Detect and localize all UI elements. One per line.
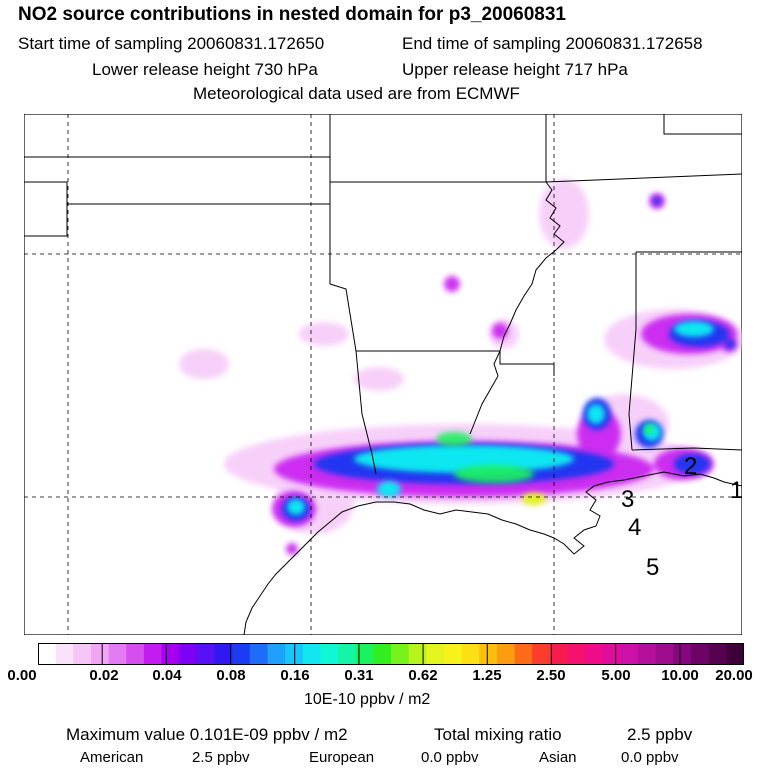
- colorbar-swatch: [673, 643, 692, 665]
- colorbar-tick: 5.00: [601, 667, 631, 684]
- map-label-3: 3: [621, 486, 634, 513]
- colorbar-swatch: [655, 643, 674, 665]
- start-time-label: Start time of sampling 20060831.172650: [18, 34, 325, 53]
- american-label: American: [80, 749, 144, 766]
- colorbar-tick: 2.50: [536, 667, 566, 684]
- asian-label: Asian: [539, 749, 577, 766]
- map-label-4: 4: [628, 514, 641, 541]
- colorbar-swatch: [373, 643, 392, 665]
- coastline: [243, 471, 742, 635]
- colorbar-swatch: [585, 643, 604, 665]
- colorbar-swatch: [602, 643, 621, 665]
- colorbar-swatch: [90, 643, 110, 665]
- colorbar-swatch: [708, 643, 727, 665]
- colorbar-swatch: [143, 643, 163, 665]
- colorbar-tick: 0.62: [408, 667, 438, 684]
- colorbar-swatch: [532, 643, 551, 665]
- colorbar-tick: 0.31: [344, 667, 374, 684]
- colorbar-swatch: [496, 643, 516, 665]
- colorbar-swatch: [249, 643, 268, 665]
- colorbar-swatch: [638, 643, 657, 665]
- american-value: 2.5 ppbv: [192, 749, 250, 766]
- colorbar-swatch: [38, 643, 57, 665]
- european-value: 0.0 ppbv: [421, 749, 479, 766]
- total-mixing-ratio-value: 2.5 ppbv: [627, 725, 693, 744]
- colorbar-tick: 0.16: [280, 667, 310, 684]
- map-label-1: 1: [730, 477, 742, 504]
- colorbar-tick: 1.25: [472, 667, 502, 684]
- colorbar-swatch: [391, 643, 410, 665]
- colorbar-swatch: [479, 643, 498, 665]
- colorbar-swatch: [726, 643, 744, 665]
- colorbar-unit-label: 10E-10 ppbv / m2: [304, 691, 431, 708]
- colorbar-swatch: [73, 643, 92, 665]
- colorbar-tick: 0.02: [89, 667, 119, 684]
- upper-release-height-label: Upper release height 717 hPa: [402, 60, 628, 79]
- colorbar-swatch: [108, 643, 127, 665]
- colorbar-swatch: [549, 643, 568, 665]
- colorbar-swatch: [443, 643, 463, 665]
- map-label-2: 2: [684, 453, 697, 480]
- colorbar-swatch: [302, 643, 321, 665]
- colorbar-swatch: [196, 643, 215, 665]
- state-boundaries: [24, 114, 742, 475]
- colorbar-tick: 20.00: [715, 667, 753, 684]
- end-time-label: End time of sampling 20060831.172658: [402, 34, 703, 53]
- colorbar-swatch: [55, 643, 74, 665]
- colorbar-swatch: [426, 643, 445, 665]
- colorbar-swatch: [285, 643, 304, 665]
- colorbar-tick: 0.04: [152, 667, 182, 684]
- colorbar-swatch: [214, 643, 233, 665]
- colorbar-border: [38, 643, 744, 665]
- colorbar-swatch: [320, 643, 339, 665]
- colorbar-swatch: [408, 643, 427, 665]
- european-label: European: [309, 749, 375, 766]
- colorbar-swatch: [267, 643, 286, 665]
- colorbar: [38, 643, 744, 665]
- colorbar-swatch: [232, 643, 251, 665]
- source-contribution-map: 1 2 3 4 5: [24, 114, 742, 635]
- colorbar-swatch: [338, 643, 357, 665]
- colorbar-swatch: [514, 643, 533, 665]
- colorbar-tick: 0.00: [7, 667, 37, 684]
- colorbar-tick: 0.08: [216, 667, 246, 684]
- plot-title: NO2 source contributions in nested domai…: [18, 4, 566, 25]
- asian-value: 0.0 ppbv: [621, 749, 679, 766]
- concentration-field: [179, 179, 742, 555]
- map-label-5: 5: [646, 554, 659, 581]
- colorbar-swatch: [620, 643, 639, 665]
- maximum-value-label: Maximum value 0.101E-09 ppbv / m2: [66, 725, 348, 744]
- grid-lines: [24, 114, 742, 635]
- colorbar-swatch: [567, 643, 586, 665]
- colorbar-swatch: [355, 643, 374, 665]
- colorbar-swatch: [691, 643, 710, 665]
- colorbar-swatch: [126, 643, 145, 665]
- meteorological-data-label: Meteorological data used are from ECMWF: [193, 84, 520, 103]
- colorbar-swatch: [161, 643, 180, 665]
- colorbar-tick: 10.00: [661, 667, 699, 684]
- total-mixing-ratio-label: Total mixing ratio: [434, 725, 562, 744]
- lower-release-height-label: Lower release height 730 hPa: [92, 60, 318, 79]
- colorbar-swatch: [179, 643, 198, 665]
- colorbar-swatch: [461, 643, 480, 665]
